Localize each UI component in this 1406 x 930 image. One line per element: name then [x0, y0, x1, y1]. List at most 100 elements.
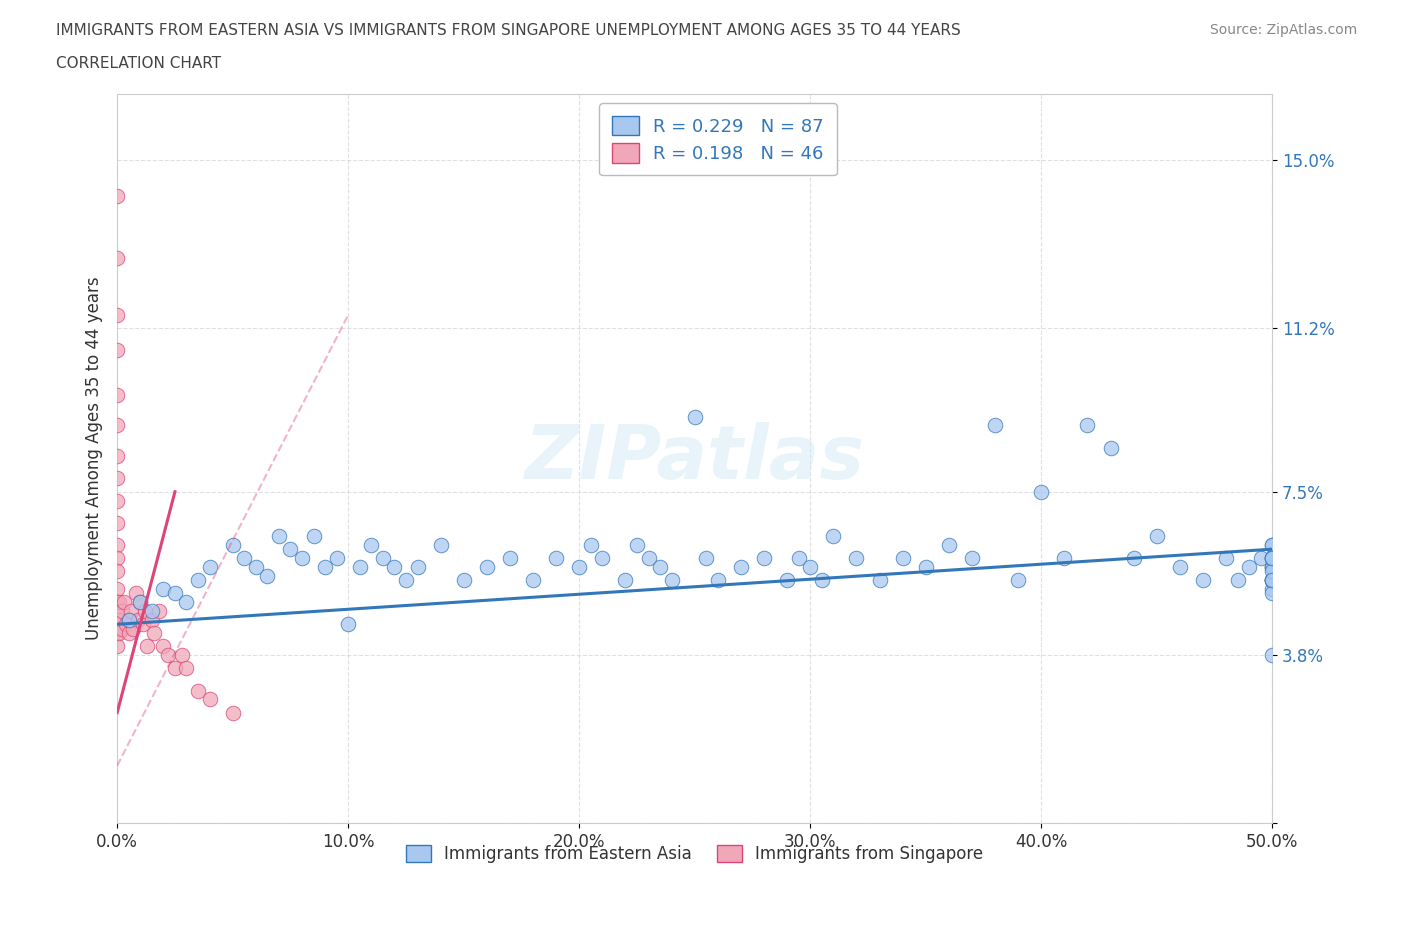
Point: [134, 604, 156, 618]
Point: [105, 626, 128, 641]
Point: [614, 573, 637, 588]
Point: [120, 604, 142, 618]
Point: [349, 560, 371, 575]
Point: [1261, 551, 1284, 565]
Point: [141, 613, 163, 628]
Point: [637, 551, 659, 565]
Point: [118, 613, 141, 628]
Point: [395, 573, 418, 588]
Point: [960, 551, 983, 565]
Text: Source: ZipAtlas.com: Source: ZipAtlas.com: [1209, 23, 1357, 37]
Point: [105, 515, 128, 530]
Point: [810, 573, 832, 588]
Point: [1261, 573, 1284, 588]
Point: [591, 551, 613, 565]
Point: [938, 538, 960, 552]
Point: [823, 528, 845, 543]
Point: [568, 560, 591, 575]
Point: [314, 560, 336, 575]
Point: [131, 617, 153, 631]
Point: [152, 639, 174, 654]
Point: [291, 551, 314, 565]
Point: [360, 538, 382, 552]
Point: [730, 560, 752, 575]
Point: [752, 551, 775, 565]
Y-axis label: Unemployment Among Ages 35 to 44 years: Unemployment Among Ages 35 to 44 years: [86, 277, 103, 641]
Point: [105, 387, 128, 402]
Point: [475, 560, 498, 575]
Legend: Immigrants from Eastern Asia, Immigrants from Singapore: Immigrants from Eastern Asia, Immigrants…: [399, 838, 990, 870]
Point: [371, 551, 394, 565]
Point: [105, 564, 128, 578]
Point: [118, 626, 141, 641]
Point: [1261, 586, 1284, 601]
Point: [914, 560, 936, 575]
Point: [1168, 560, 1191, 575]
Point: [1192, 573, 1215, 588]
Point: [429, 538, 451, 552]
Text: ZIPatlas: ZIPatlas: [524, 422, 865, 495]
Point: [891, 551, 914, 565]
Point: [302, 528, 325, 543]
Point: [129, 595, 152, 610]
Point: [1261, 551, 1284, 565]
Point: [1031, 485, 1053, 499]
Point: [984, 418, 1007, 432]
Point: [156, 648, 179, 663]
Point: [105, 250, 128, 265]
Point: [105, 581, 128, 596]
Point: [1261, 551, 1284, 565]
Point: [198, 692, 221, 707]
Point: [141, 604, 163, 618]
Point: [1261, 538, 1284, 552]
Point: [152, 581, 174, 596]
Point: [499, 551, 522, 565]
Point: [707, 573, 730, 588]
Point: [1250, 551, 1272, 565]
Point: [222, 705, 245, 720]
Point: [337, 617, 360, 631]
Point: [546, 551, 568, 565]
Point: [136, 639, 159, 654]
Point: [648, 560, 671, 575]
Point: [1261, 573, 1284, 588]
Point: [124, 586, 146, 601]
Point: [112, 595, 135, 610]
Point: [799, 560, 821, 575]
Point: [406, 560, 429, 575]
Point: [869, 573, 891, 588]
Point: [1007, 573, 1029, 588]
Point: [787, 551, 810, 565]
Point: [163, 586, 186, 601]
Point: [1099, 440, 1122, 455]
Point: [245, 560, 267, 575]
Point: [579, 538, 602, 552]
Point: [1261, 560, 1284, 575]
Point: [198, 560, 221, 575]
Point: [163, 661, 186, 676]
Point: [1261, 560, 1284, 575]
Point: [233, 551, 256, 565]
Point: [280, 542, 302, 557]
Point: [1076, 418, 1098, 432]
Point: [1146, 528, 1168, 543]
Point: [127, 613, 149, 628]
Point: [384, 560, 406, 575]
Point: [1215, 551, 1237, 565]
Point: [118, 613, 141, 628]
Point: [1261, 538, 1284, 552]
Text: CORRELATION CHART: CORRELATION CHART: [56, 56, 221, 71]
Point: [108, 613, 131, 628]
Point: [148, 604, 170, 618]
Point: [105, 308, 128, 323]
Point: [105, 493, 128, 508]
Point: [176, 661, 198, 676]
Point: [105, 343, 128, 358]
Point: [129, 595, 152, 610]
Point: [1237, 560, 1260, 575]
Point: [187, 573, 209, 588]
Point: [845, 551, 868, 565]
Point: [1261, 564, 1284, 578]
Point: [105, 551, 128, 565]
Point: [222, 538, 245, 552]
